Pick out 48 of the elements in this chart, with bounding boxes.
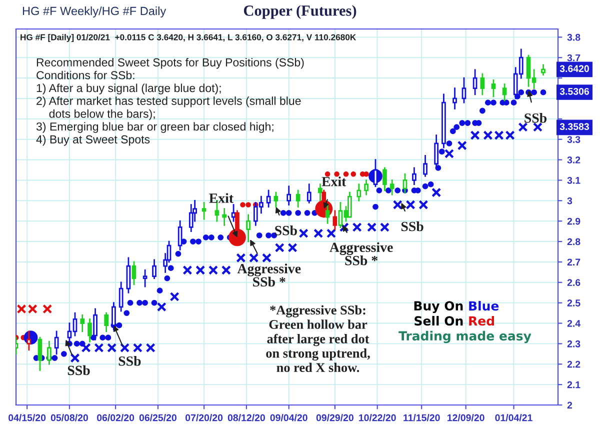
x-tick-label: 06/25/20: [139, 414, 176, 422]
annotation: 3.3583: [560, 123, 590, 130]
y-tick-label: 2.2: [567, 360, 580, 368]
x-tick-label: 11/15/20: [404, 414, 440, 422]
y-tick-label: 2.3: [567, 340, 580, 348]
y-tick-label: 2.4: [567, 320, 580, 327]
y-tick-label: 3.8: [567, 34, 580, 41]
annotation: SSb: [68, 365, 90, 376]
annotation: SSb: [524, 113, 547, 123]
x-tick-label: 09/04/20: [270, 414, 308, 422]
y-tick-label: 2.9: [567, 218, 580, 225]
annotation: Trading made easy: [398, 330, 532, 344]
y-tick-label: 3.1: [567, 176, 580, 184]
x-tick-label: 07/20/20: [186, 414, 223, 422]
y-tick-label: 3.2: [567, 156, 580, 164]
x-tick-label: 01/04/21: [495, 414, 532, 422]
annotation: 3.5306: [560, 88, 590, 95]
annotation: 3.6420: [560, 65, 589, 72]
y-tick-label: 2.7: [567, 258, 580, 266]
x-tick-label: 04/15/20: [8, 414, 46, 422]
x-tick-label: 08/12/20: [228, 414, 265, 422]
y-tick-label: 2.8: [567, 238, 580, 246]
annotation: Exit: [322, 176, 346, 186]
annotation: Sell On Red: [414, 316, 494, 326]
x-tick-label: 05/08/20: [50, 414, 88, 422]
annotation: SSb: [275, 225, 297, 236]
y-tick-label: 2: [567, 402, 572, 409]
annotation: Recommended Sweet Spots for Buy Positions (SSb) Conditions for SSb: 1) After a buy signal (large blue dot); 2) After market has tested support levels (small blue dots below the bars); 3) Emerging blue bar or green bar closed high; 4) Buy at Sweet Spots: [36, 58, 304, 146]
x-tick-label: 09/29/20: [316, 414, 354, 422]
annotation: Aggressive SSb *: [330, 242, 393, 266]
annotation: *Aggressive SSb: Green hollow bar after large red dot on strong uptrend, no red X show.: [266, 305, 370, 372]
y-tick-label: 3.3: [567, 136, 580, 143]
annotation: SSb: [401, 221, 424, 232]
annotation: SSb: [118, 356, 141, 366]
x-tick-label: 06/02/20: [97, 414, 134, 422]
y-tick-label: 3: [567, 197, 572, 204]
y-tick-label: 3.7: [567, 54, 580, 62]
annotation: HG #F [Daily] 01/20/21 +0.0115 C 3.6420, H 3.6641, L 3.6160, O 3.6271, V 110.2680K: [20, 34, 356, 42]
y-tick-label: 2.6: [567, 279, 580, 286]
text: HG #F Weekly/HG #F Daily: [22, 6, 166, 18]
annotation: Aggressive SSb *: [237, 264, 301, 287]
y-tick-label: 2.5: [567, 300, 580, 306]
chart-title: Copper (Futures): [244, 5, 356, 19]
annotation: Exit: [209, 193, 234, 203]
x-tick-label: 12/09/20: [448, 414, 484, 422]
annotation: Buy On Blue: [414, 300, 499, 314]
y-tick-label: 2.1: [567, 381, 580, 388]
x-tick-label: 10/22/20: [359, 414, 396, 422]
